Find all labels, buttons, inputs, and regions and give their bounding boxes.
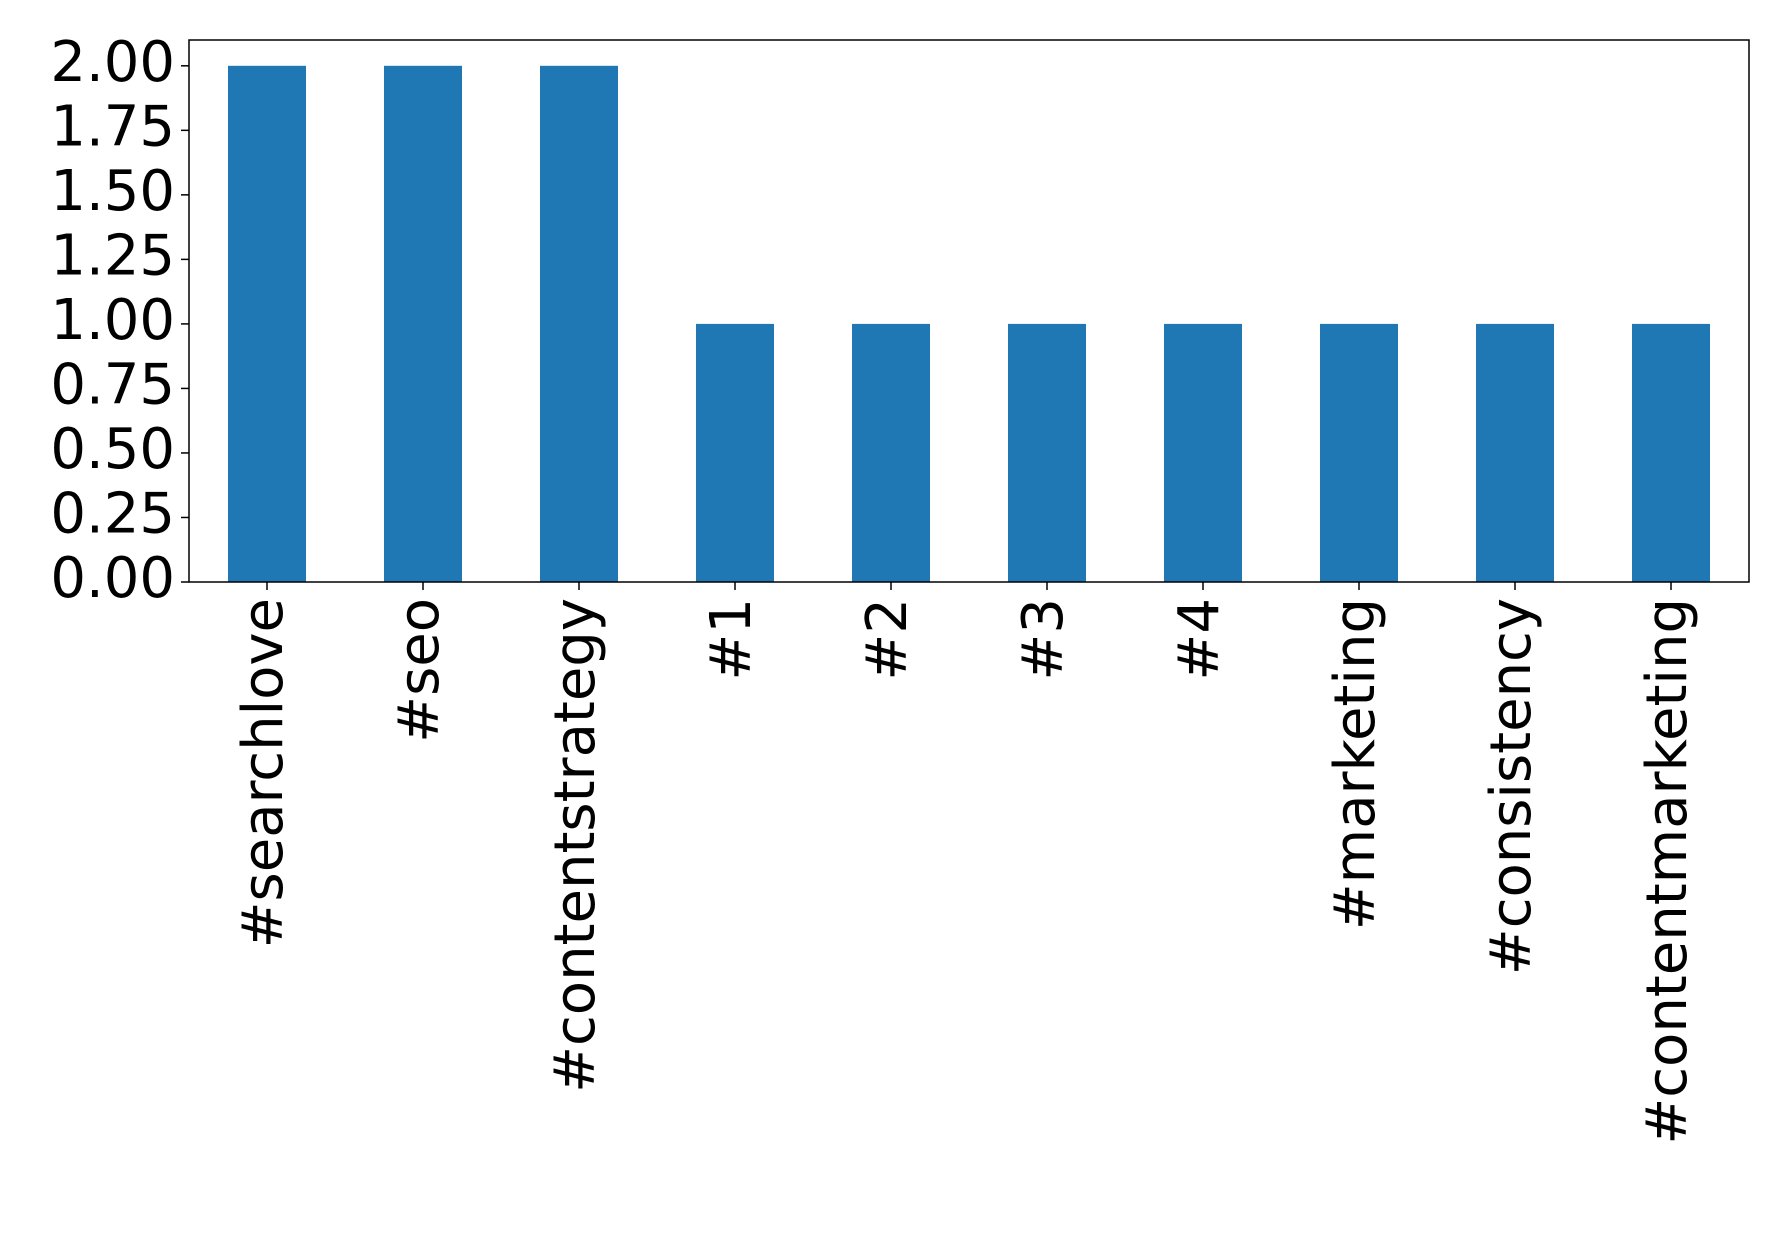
y-tick-label: 1.00 [50, 288, 175, 353]
bar [1164, 323, 1242, 582]
bar [540, 65, 618, 583]
y-tick-label: 1.75 [50, 94, 175, 159]
bar [1476, 323, 1554, 582]
x-tick-label: #1 [699, 598, 764, 681]
y-tick-label: 1.25 [50, 224, 175, 289]
bar [228, 65, 306, 583]
x-tick-label: #marketing [1323, 598, 1388, 930]
x-tick-label: #3 [1011, 598, 1076, 681]
x-tick-label: #4 [1167, 598, 1232, 681]
plot-frame [188, 39, 1750, 583]
bar [1320, 323, 1398, 582]
y-tick-label: 1.50 [50, 159, 175, 224]
bar [1632, 323, 1710, 582]
bar [852, 323, 930, 582]
x-tick-label: #consistency [1479, 598, 1544, 975]
y-tick-label: 0.00 [50, 546, 175, 611]
bar [696, 323, 774, 582]
y-tick-label: 0.25 [50, 482, 175, 547]
x-tick-label: #2 [855, 598, 920, 681]
y-tick-label: 2.00 [50, 30, 175, 95]
x-tick-label: #contentmarketing [1635, 598, 1700, 1145]
x-tick-label: #contentstrategy [543, 598, 608, 1093]
bar [384, 65, 462, 583]
x-tick-label: #seo [387, 598, 452, 743]
y-tick-label: 0.75 [50, 353, 175, 418]
x-tick-label: #searchlove [231, 598, 296, 948]
bar [1008, 323, 1086, 582]
y-tick-label: 0.50 [50, 417, 175, 482]
